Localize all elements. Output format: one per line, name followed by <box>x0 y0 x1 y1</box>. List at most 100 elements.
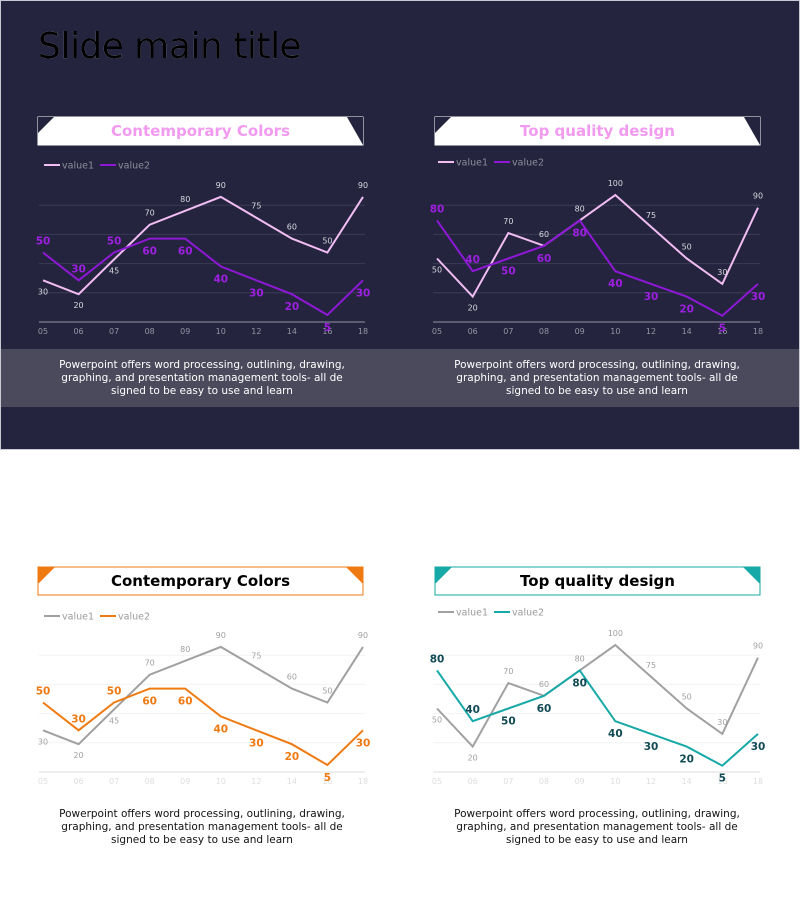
x-axis-ticks: 05 06 07 08 09 10 12 14 16 18 <box>432 777 763 786</box>
data-label: 50 <box>36 235 51 247</box>
data-label: 60 <box>537 253 552 265</box>
data-label: 30 <box>356 287 371 299</box>
x-tick-label: 16 <box>322 777 332 786</box>
data-label: 70 <box>145 209 155 218</box>
x-tick-label: 07 <box>503 777 513 786</box>
data-label: 30 <box>38 737 48 746</box>
header-box <box>434 566 761 596</box>
data-label: 60 <box>287 223 297 232</box>
x-tick-label: 05 <box>38 327 48 336</box>
x-tick-label: 07 <box>109 327 119 336</box>
data-label: 20 <box>679 754 694 766</box>
data-label: 50 <box>322 686 332 695</box>
data-label: 30 <box>249 287 264 299</box>
x-tick-label: 12 <box>251 777 261 786</box>
x-tick-label: 05 <box>432 327 442 336</box>
x-tick-label: 06 <box>468 327 478 336</box>
x-tick-label: 07 <box>109 777 119 786</box>
data-label: 30 <box>356 737 371 749</box>
legend-label-value2: value2 <box>118 612 150 623</box>
x-tick-label: 08 <box>539 777 549 786</box>
x-tick-label: 14 <box>287 327 297 336</box>
data-label: 90 <box>216 631 226 640</box>
x-tick-label: 18 <box>358 327 368 336</box>
x-tick-label: 16 <box>717 327 727 336</box>
x-tick-label: 14 <box>682 777 692 786</box>
chart-legend: value1 value2 <box>44 612 150 623</box>
x-tick-label: 06 <box>73 777 83 786</box>
legend-label-value1: value1 <box>62 612 94 623</box>
legend-label-value1: value1 <box>456 608 488 619</box>
data-label: 90 <box>358 181 368 190</box>
data-label: 40 <box>465 254 480 266</box>
data-label: 60 <box>142 696 157 708</box>
data-label: 30 <box>71 263 86 275</box>
chart-legend: value1 value2 <box>438 608 544 619</box>
legend-label-value1: value1 <box>456 158 488 169</box>
x-axis-ticks: 05 06 07 08 09 10 12 14 16 18 <box>432 327 763 336</box>
data-label: 80 <box>430 203 445 215</box>
data-label: 80 <box>575 654 585 663</box>
line-chart-4: Top quality design value1 value2 05 06 07 08 09… <box>430 566 766 786</box>
chart-title: Top quality design <box>520 122 675 140</box>
data-label: 40 <box>608 728 623 740</box>
data-labels-value2: 80 40 50 60 80 40 30 20 5 30 <box>430 653 766 784</box>
data-label: 50 <box>501 266 516 278</box>
data-label: 90 <box>753 642 763 651</box>
data-label: 20 <box>285 301 300 313</box>
data-label: 20 <box>679 304 694 316</box>
data-label: 100 <box>608 629 623 638</box>
line-chart-2: Top quality design value1 value2 05 06 07 08 09… <box>430 116 766 336</box>
x-axis-ticks: 05 06 07 08 09 10 12 14 16 18 <box>38 327 368 336</box>
data-label: 80 <box>180 195 190 204</box>
x-tick-label: 09 <box>180 327 190 336</box>
data-label: 80 <box>572 227 587 239</box>
chart-caption: Powerpoint offers word processing, outli… <box>454 808 740 846</box>
slide-dark <box>0 0 800 450</box>
data-label: 90 <box>358 631 368 640</box>
data-label: 100 <box>608 179 623 188</box>
header-box <box>434 116 761 146</box>
data-label: 30 <box>717 268 727 277</box>
chart-caption: Powerpoint offers word processing, outli… <box>454 359 740 397</box>
header-corner-right <box>346 567 363 584</box>
data-labels-value1: 50 20 70 60 80 100 75 50 30 90 <box>432 179 763 313</box>
data-label: 5 <box>324 772 331 784</box>
chart-grid <box>433 654 760 744</box>
data-label: 50 <box>501 716 516 728</box>
x-tick-label: 12 <box>646 327 656 336</box>
data-labels-value1: 30 20 45 70 80 90 75 60 50 90 <box>38 631 368 760</box>
x-tick-label: 05 <box>432 777 442 786</box>
data-label: 50 <box>682 693 692 702</box>
data-label: 60 <box>178 246 193 258</box>
data-label: 75 <box>251 652 261 661</box>
data-label: 20 <box>468 754 478 763</box>
data-labels-value1: 30 20 45 70 80 90 75 60 50 90 <box>38 181 368 310</box>
data-label: 20 <box>468 304 478 313</box>
slide-light <box>0 450 800 900</box>
legend-label-value2: value2 <box>118 161 150 172</box>
chart-header: Contemporary Colors <box>37 116 364 146</box>
legend-label-value1: value1 <box>62 161 94 172</box>
header-corner-fill <box>746 117 760 143</box>
data-labels-value2: 50 30 50 60 60 40 30 20 5 30 <box>36 685 371 784</box>
header-corner-left <box>38 117 54 133</box>
legend-label-value2: value2 <box>512 158 544 169</box>
data-label: 50 <box>322 236 332 245</box>
x-tick-label: 10 <box>216 777 226 786</box>
data-label: 5 <box>719 323 726 335</box>
data-label: 30 <box>644 741 659 753</box>
header-corner-left <box>38 567 55 584</box>
data-label: 45 <box>109 266 119 275</box>
chart-title: Contemporary Colors <box>111 572 290 590</box>
caption-band <box>1 349 799 407</box>
x-tick-label: 12 <box>251 327 261 336</box>
x-tick-label: 08 <box>145 777 155 786</box>
data-labels-value2: 80 40 50 60 80 40 30 20 5 30 <box>430 203 766 334</box>
data-label: 50 <box>107 235 122 247</box>
data-label: 75 <box>251 202 261 211</box>
data-label: 45 <box>109 716 119 725</box>
data-label: 50 <box>432 266 442 275</box>
chart-legend: value1 value2 <box>44 161 150 172</box>
